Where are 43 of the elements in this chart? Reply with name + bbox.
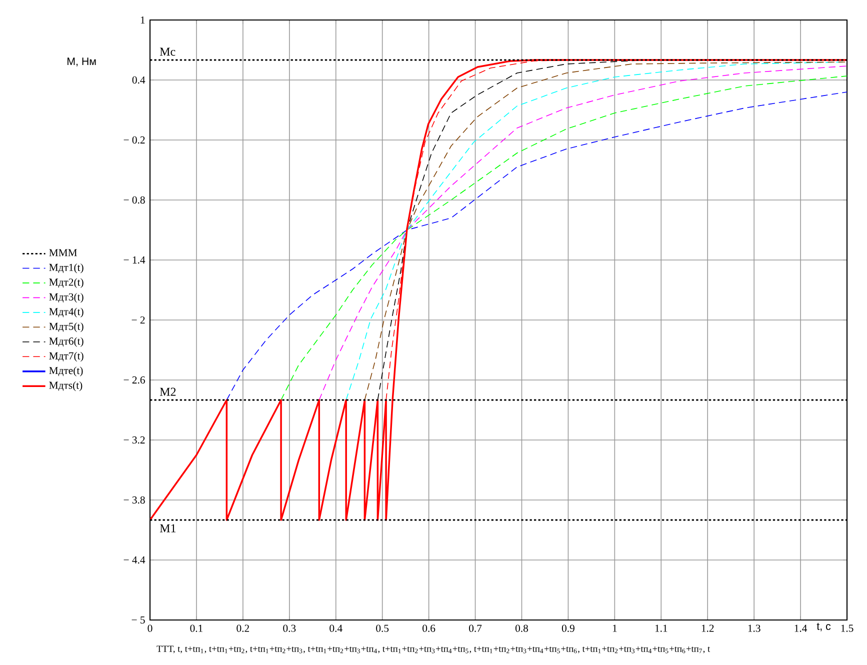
x-tick-label: 1.3 xyxy=(748,624,760,632)
x-tick-label: 0.1 xyxy=(190,624,202,632)
y-tick-label: − 3.2 xyxy=(124,436,145,444)
legend-label: Мдт3(t) xyxy=(49,292,84,303)
legend-label: Мдт2(t) xyxy=(49,278,84,288)
x-tick-label: 0.4 xyxy=(330,624,342,632)
y-tick-label: − 0.2 xyxy=(124,136,145,144)
y-tick-label: − 3.8 xyxy=(124,496,145,504)
x-tick-label: 1.1 xyxy=(655,624,668,632)
legend-label: Мдт4(t) xyxy=(49,308,84,318)
x-tick-label: 0.5 xyxy=(376,624,389,632)
y-tick-label: 1 xyxy=(140,16,145,24)
x-tick-label: 0.3 xyxy=(283,624,296,632)
x-tick-label: 0.8 xyxy=(515,624,528,632)
x-tick-label: 0.7 xyxy=(469,624,482,632)
x-tick-label: 1.4 xyxy=(794,624,808,632)
legend-label: Мдт7(t) xyxy=(49,352,84,362)
y-tick-label: − 0.8 xyxy=(124,196,145,204)
ref-line-label: Mc xyxy=(160,48,176,56)
text: TTT, t, t+tп$_{1}$, t+tп$_{1}$+tп$_{2}$, t+tп$_{1}$+tп$_{2}$+tп$_{3}$, t+tп$_{1}$+tп$_{2}$+tп$_{3}$+tп$_{4}$, t+tп$_{1}$+tп$_{2}$+tп$_{3}$+tп$_{4}$+tп$_{5}$, t+tп$_{1}$+tп$_{2}$+tп$_{3}$+tп$_{4}$+tп$_{5}$+tп$_{6}$, t+tп$_{1}$+tп$_{2}$+tп$_{3}$+tп$_{4}$+tп$_{5}$+tп$_{6}$+tп$_{7}$, t xyxy=(156,646,710,654)
ref-line-label: M2 xyxy=(160,388,176,396)
x-tick-label: 1 xyxy=(612,624,617,632)
legend-label: Мдтs(t) xyxy=(49,381,82,392)
x-tick-label: 1.2 xyxy=(702,624,714,632)
text: t, c xyxy=(816,622,831,632)
x-tick-label: 0.2 xyxy=(236,624,250,632)
legend-label: MMM xyxy=(49,249,77,256)
legend-label: Мдт1(t) xyxy=(49,264,84,274)
x-tick-label: 0.6 xyxy=(422,624,436,632)
y-tick-label: − 5 xyxy=(132,616,145,624)
y-tick-label: − 4.4 xyxy=(124,556,146,564)
y-tick-label: − 1.4 xyxy=(124,256,146,264)
y-tick-label: − 2.6 xyxy=(124,376,145,384)
legend-label: Мдт5(t) xyxy=(49,322,84,332)
x-tick-label: 0 xyxy=(148,624,152,632)
legend-label: Мдт6(t) xyxy=(49,337,84,347)
y-axis-title: M, Нм xyxy=(68,58,96,66)
ref-line-label: M1 xyxy=(160,524,176,532)
y-tick-label: − 2 xyxy=(132,316,145,324)
y-tick-label: 0.4 xyxy=(132,76,146,84)
legend-label: Мдте(t) xyxy=(49,366,83,376)
x-tick-label: 1.5 xyxy=(841,624,854,632)
x-tick-label: 0.9 xyxy=(562,624,574,632)
